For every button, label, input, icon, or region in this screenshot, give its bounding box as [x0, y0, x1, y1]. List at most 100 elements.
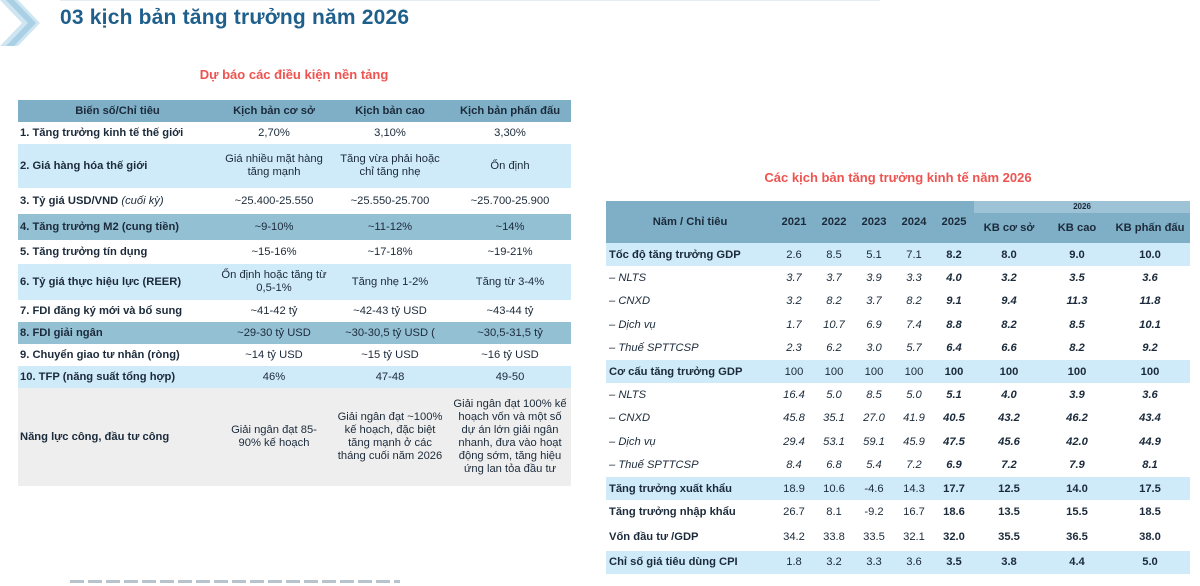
cell-year-value: 3.3 — [906, 272, 922, 285]
cell-year-value: 10.7 — [823, 318, 845, 331]
cell-year-value: 14.3 — [894, 476, 934, 501]
column-header: 2021 — [774, 201, 814, 243]
table-header-row: KB cơ sở KB cao KB phấn đấu — [606, 213, 1190, 243]
cell-year-value: 3.3 — [854, 550, 894, 575]
cell-scenario-value: 3.6 — [1142, 389, 1158, 402]
cell-year-value: 100 — [814, 359, 854, 384]
row-label: Tăng trưởng nhập khẩu — [609, 505, 736, 518]
cell-scenario-value: 9.4 — [1001, 295, 1017, 308]
cell-scenario-value: 15.5 — [1066, 505, 1088, 518]
row-label: 2. Giá hàng hóa thế giới — [18, 144, 217, 188]
cell-target: ~14% — [449, 214, 571, 240]
table-row: – Thuế SPTTCSP 8.4 6.8 5.4 7.2 6.9 7.2 7.9 8.1 — [606, 454, 1190, 477]
cell-base: ~25.400-25.550 — [217, 188, 331, 214]
cell-scenario-value: 3.6 — [1142, 272, 1158, 285]
cell-scenario-value: 12.5 — [974, 476, 1044, 501]
cell-base: Ổn định hoặc tăng từ 0,5-1% — [217, 264, 331, 300]
cell-scenario-value: 100 — [974, 359, 1044, 384]
cell-year-value: 35.1 — [823, 412, 845, 425]
cell-year-value: 9.1 — [946, 295, 962, 308]
cell-target: ~25.700-25.900 — [449, 188, 571, 214]
cell-year-value: 8.2 — [826, 295, 842, 308]
table-row: – Dịch vụ 29.4 53.1 59.1 45.9 47.5 45.6 42.0 44.… — [606, 430, 1190, 453]
growth-scenarios-table: Năm / Chỉ tiêu 2021 2022 2023 2024 2025 … — [606, 201, 1190, 575]
table-row: 2. Giá hàng hóa thế giới Giá nhiều mặt h… — [18, 144, 571, 188]
cell-high: ~11-12% — [331, 214, 449, 240]
cell-high: ~42-43 tỷ USD — [331, 300, 449, 322]
cell-scenario-value: 13.5 — [998, 505, 1020, 518]
row-label: Chỉ số giá tiêu dùng CPI — [606, 550, 774, 575]
cell-year-value: 2.6 — [774, 243, 814, 267]
cell-scenario-value: 43.2 — [998, 412, 1020, 425]
cell-year-value: 3.9 — [866, 272, 882, 285]
cell-year-value: 32.1 — [903, 531, 925, 544]
cell-target: Ổn định — [449, 144, 571, 188]
cell-base: ~29-30 tỷ USD — [217, 322, 331, 344]
cell-year-value: 8.2 — [906, 295, 922, 308]
row-label: Vốn đầu tư /GDP — [609, 531, 699, 544]
column-header: KB cao — [1044, 213, 1110, 243]
cell-scenario-value: 6.6 — [1001, 342, 1017, 355]
cell-scenario-value: 3.2 — [1001, 272, 1017, 285]
cell-year-value: 16.4 — [783, 389, 805, 402]
cell-target: ~43-44 tỷ — [449, 300, 571, 322]
row-label: Tốc độ tăng trưởng GDP — [606, 243, 774, 267]
cell-year-value: 3.2 — [814, 550, 854, 575]
row-label: Cơ cấu tăng trưởng GDP — [606, 359, 774, 384]
table-row: Chỉ số giá tiêu dùng CPI 1.8 3.2 3.3 3.6 3.5 3… — [606, 550, 1190, 575]
row-label: – NLTS — [609, 272, 647, 285]
cell-year-value: -9.2 — [864, 505, 884, 518]
top-rule — [60, 0, 880, 1]
cell-year-value: 3.7 — [826, 272, 842, 285]
cell-high: Giải ngân đạt ~100% kế hoạch, đặc biệt t… — [331, 388, 449, 486]
cell-year-value: 18.6 — [943, 505, 965, 518]
row-label: 3. Tỷ giá USD/VND (cuối kỳ) — [18, 188, 217, 214]
cell-scenario-value: 11.3 — [1066, 295, 1088, 308]
cell-year-value: 100 — [774, 359, 814, 384]
column-header: Năm / Chỉ tiêu — [606, 201, 774, 243]
cell-high: 3,10% — [331, 122, 449, 144]
cell-year-value: 5.0 — [826, 389, 842, 402]
row-label: – Thuế SPTTCSP — [609, 342, 699, 355]
cell-year-value: 5.4 — [866, 459, 882, 472]
cell-year-value: 5.1 — [946, 389, 962, 402]
cell-scenario-value: 43.4 — [1139, 412, 1161, 425]
cell-scenario-value: 5.0 — [1110, 550, 1190, 575]
column-header: Biến số/Chỉ tiêu — [18, 100, 217, 122]
table-row: Vốn đầu tư /GDP 34.2 33.8 33.5 32.1 32.0 35.5 3… — [606, 524, 1190, 551]
cell-scenario-value: 11.8 — [1139, 295, 1161, 308]
cell-year-value: 41.9 — [903, 412, 925, 425]
table-row: – CNXD 45.8 35.1 27.0 41.9 40.5 43.2 46.2 43.4 — [606, 407, 1190, 430]
table-row: Cơ cấu tăng trưởng GDP 100 100 100 100 100 100… — [606, 359, 1190, 384]
cell-year-value: 8.2 — [934, 243, 974, 267]
column-header: Kịch bản cao — [331, 100, 449, 122]
cell-scenario-value: 18.5 — [1139, 505, 1161, 518]
table-row: 9. Chuyển giao tư nhân (ròng) ~14 tỷ USD… — [18, 344, 571, 366]
cell-target: Giải ngân đạt 100% kế hoạch vốn và một s… — [449, 388, 571, 486]
cell-target: 49-50 — [449, 366, 571, 388]
cell-base: ~41-42 tỷ — [217, 300, 331, 322]
group-header: 2026 — [974, 201, 1190, 213]
row-label: 6. Tỷ giá thực hiệu lực (REER) — [18, 264, 217, 300]
table-header-row: Năm / Chỉ tiêu 2021 2022 2023 2024 2025 … — [606, 201, 1190, 243]
cell-year-value: 29.4 — [783, 435, 805, 448]
column-header: 2022 — [814, 201, 854, 243]
table-row: Tăng trưởng xuất khẩu 18.9 10.6 -4.6 14.3 17.… — [606, 476, 1190, 501]
cell-target: ~16 tỷ USD — [449, 344, 571, 366]
cell-target: 3,30% — [449, 122, 571, 144]
cell-target: ~19-21% — [449, 240, 571, 264]
cell-base: ~9-10% — [217, 214, 331, 240]
cell-base: Giải ngân đạt 85-90% kế hoạch — [217, 388, 331, 486]
table-row: Năng lực công, đầu tư công Giải ngân đạt… — [18, 388, 571, 486]
row-label-note: (cuối kỳ) — [121, 194, 164, 207]
table-row: Tăng trưởng nhập khẩu 26.7 8.1 -9.2 16.7 18.6… — [606, 500, 1190, 523]
cell-year-value: 7.4 — [906, 318, 922, 331]
cell-scenario-value: 3.8 — [974, 550, 1044, 575]
cell-scenario-value: 46.2 — [1066, 412, 1088, 425]
row-label: – Dịch vụ — [609, 435, 656, 448]
cell-year-value: 27.0 — [863, 412, 885, 425]
cell-year-value: 100 — [894, 359, 934, 384]
cell-year-value: 7.2 — [906, 459, 922, 472]
cell-year-value: 45.9 — [903, 435, 925, 448]
column-header: KB cơ sở — [974, 213, 1044, 243]
